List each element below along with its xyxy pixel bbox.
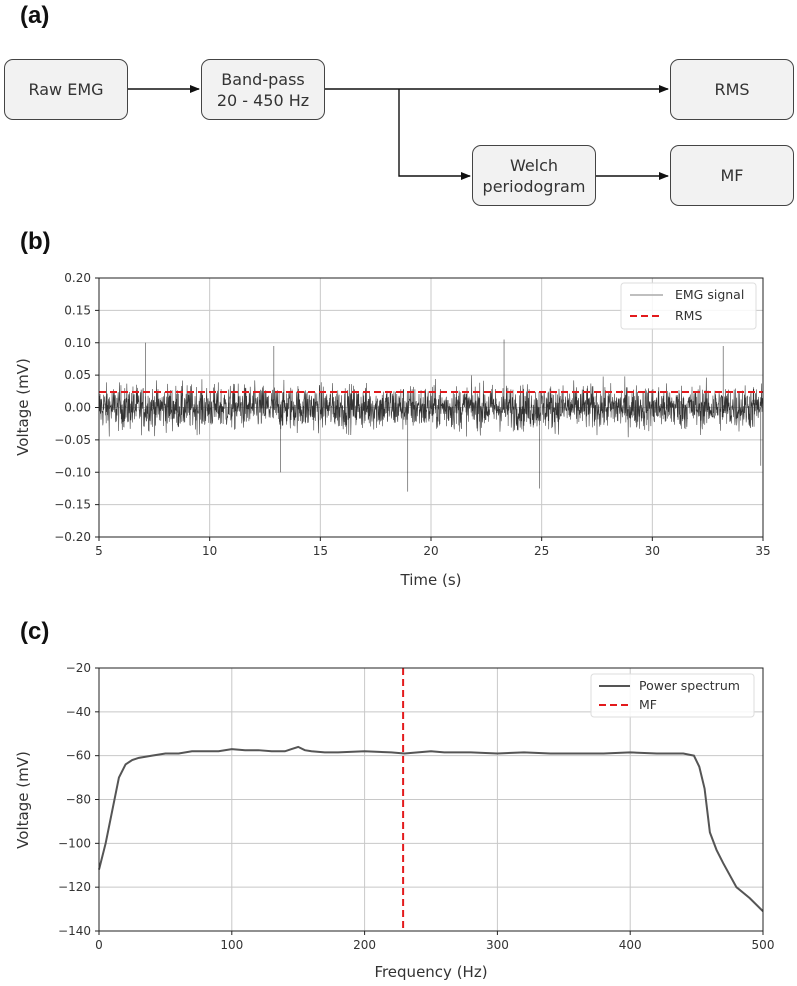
spectrum-ytick-label: −40 — [66, 705, 91, 719]
spectrum-ticks: 0 100 200 300 400 500 −20 −40 −60 −80 −100 −120 −140 — [58, 661, 774, 952]
emg-ytick-label: 0.05 — [64, 368, 91, 382]
spectrum-ytick-label: −140 — [58, 924, 91, 938]
emg-xtick-label: 10 — [202, 544, 217, 558]
emg-xtick-label: 25 — [534, 544, 549, 558]
emg-legend: EMG signal RMS — [620, 282, 757, 330]
emg-ticks: 5 10 15 20 25 30 35 0.20 0.15 0.10 0.05 0.00 −0.05 −0… — [54, 271, 770, 558]
emg-ytick-label: −0.15 — [54, 498, 91, 512]
emg-ytick-label: 0.20 — [64, 271, 91, 285]
emg-xtick-label: 5 — [95, 544, 103, 558]
spectrum-ytick-label: −120 — [58, 880, 91, 894]
emg-legend-rms-label: RMS — [675, 308, 702, 323]
panel-label-b: (b) — [20, 228, 51, 255]
emg-ylabel: Voltage (mV) — [14, 358, 32, 456]
emg-ytick-label: −0.10 — [54, 465, 91, 479]
arrow-branch-to-welch — [398, 89, 471, 180]
spectrum-legend: Power spectrum MF — [590, 673, 755, 718]
emg-ytick-label: 0.15 — [64, 303, 91, 317]
spectrum-xtick-label: 300 — [486, 938, 509, 952]
spectrum-ytick-label: −100 — [58, 836, 91, 850]
spectrum-ytick-label: −60 — [66, 749, 91, 763]
spectrum-ytick-label: −20 — [66, 661, 91, 675]
emg-xtick-label: 30 — [645, 544, 660, 558]
emg-signal-trace — [98, 339, 764, 492]
spectrum-xtick-label: 500 — [752, 938, 775, 952]
power-spectrum-line — [98, 745, 764, 912]
spectrum-xtick-label: 200 — [353, 938, 376, 952]
spectrum-xtick-label: 400 — [619, 938, 642, 952]
spectrum-legend-mf-label: MF — [639, 697, 657, 712]
spectrum-ylabel: Voltage (mV) — [14, 751, 32, 849]
node-bandpass: Band-pass 20 - 450 Hz — [201, 59, 325, 120]
emg-ytick-label: 0.10 — [64, 336, 91, 350]
emg-legend-signal-label: EMG signal — [675, 287, 744, 302]
node-mf: MF — [670, 145, 794, 206]
emg-xlabel: Time (s) — [400, 571, 462, 589]
spectrum-xtick-label: 100 — [220, 938, 243, 952]
spectrum-legend-power-label: Power spectrum — [639, 678, 740, 693]
node-welch: Welch periodogram — [472, 145, 596, 206]
emg-ytick-label: −0.20 — [54, 530, 91, 544]
panel-label-c: (c) — [20, 618, 50, 645]
spectrum-legend-box — [590, 673, 755, 718]
emg-xtick-label: 35 — [755, 544, 770, 558]
emg-ytick-label: −0.05 — [54, 433, 91, 447]
emg-xtick-label: 15 — [313, 544, 328, 558]
spectrum-xtick-label: 0 — [95, 938, 103, 952]
panel-label-a: (a) — [20, 2, 50, 29]
emg-xtick-label: 20 — [423, 544, 438, 558]
node-raw-emg: Raw EMG — [4, 59, 128, 120]
emg-ytick-label: 0.00 — [64, 401, 91, 415]
node-rms: RMS — [670, 59, 794, 120]
spectrum-ytick-label: −80 — [66, 793, 91, 807]
flowchart-connectors — [127, 85, 669, 180]
spectrum-xlabel: Frequency (Hz) — [374, 963, 487, 981]
